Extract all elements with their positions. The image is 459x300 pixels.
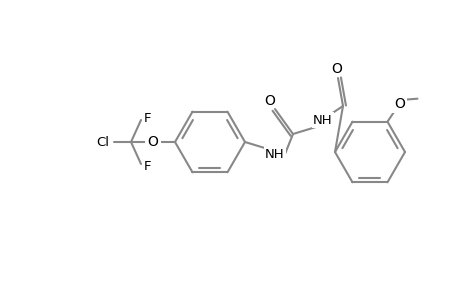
Text: NH: NH <box>264 148 284 160</box>
Text: Cl: Cl <box>96 136 109 148</box>
Text: F: F <box>144 112 151 124</box>
Text: NH: NH <box>313 113 332 127</box>
Text: O: O <box>264 94 275 108</box>
Text: O: O <box>331 62 341 76</box>
Text: O: O <box>393 97 404 111</box>
Text: O: O <box>147 135 158 149</box>
Text: F: F <box>144 160 151 172</box>
